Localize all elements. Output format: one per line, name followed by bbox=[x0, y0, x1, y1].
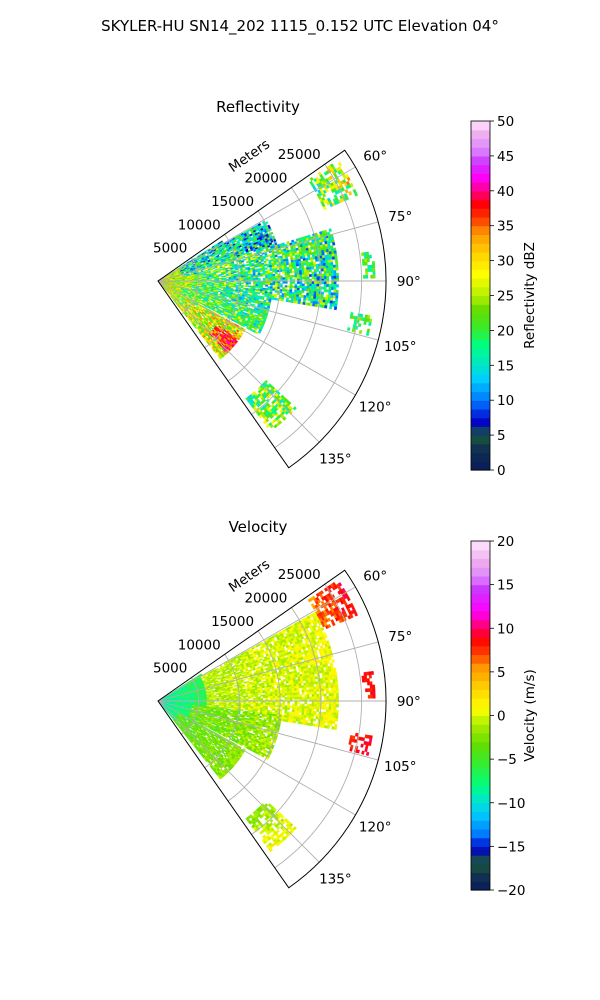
colorbar-tick-label: 40 bbox=[497, 184, 514, 200]
azimuth-tick-label: 90° bbox=[397, 694, 421, 710]
colorbar-tick-label: 15 bbox=[497, 358, 514, 374]
range-tick-label: 25000 bbox=[278, 147, 321, 163]
azimuth-tick-label: 105° bbox=[384, 759, 417, 775]
azimuth-tick-label: 90° bbox=[397, 274, 421, 290]
colorbar: 0 5 10 15 20 25 30 35 40 45 50 Reflectivity dBZ bbox=[470, 114, 538, 479]
range-tick-label: 15000 bbox=[211, 194, 254, 210]
colorbar-tick-label: −15 bbox=[497, 839, 526, 855]
range-tick-label: 10000 bbox=[178, 637, 221, 653]
range-tick-label: 25000 bbox=[278, 567, 321, 583]
echo-field bbox=[157, 581, 376, 853]
azimuth-tick-label: 75° bbox=[388, 629, 412, 645]
colorbar-tick-label: −5 bbox=[497, 752, 517, 768]
panel-reflectivity: Reflectivity500010000150002000025000Mete… bbox=[153, 98, 538, 479]
range-tick-label: 15000 bbox=[211, 614, 254, 630]
sector-frame bbox=[157, 569, 387, 889]
azimuth-tick-label: 75° bbox=[388, 209, 412, 225]
panels: Reflectivity500010000150002000025000Mete… bbox=[153, 98, 538, 899]
colorbar-tick-label: 50 bbox=[497, 114, 514, 130]
figure-title: SKYLER-HU SN14_202 1115_0.152 UTC Elevat… bbox=[101, 17, 499, 36]
colorbar-tick-label: 5 bbox=[497, 428, 506, 444]
colorbar-tick-label: 5 bbox=[497, 665, 506, 681]
colorbar-tick-label: −20 bbox=[497, 883, 526, 899]
azimuth-tick-label: 120° bbox=[359, 819, 392, 835]
range-tick-label: 5000 bbox=[153, 241, 187, 257]
panel-title: Reflectivity bbox=[216, 98, 300, 116]
echo-field bbox=[157, 162, 376, 429]
colorbar-tick-label: 30 bbox=[497, 254, 514, 270]
azimuth-tick-label: 135° bbox=[319, 451, 352, 467]
range-tick-label: 20000 bbox=[244, 171, 287, 187]
azimuth-tick-label: 105° bbox=[384, 339, 417, 355]
colorbar-tick-label: 45 bbox=[497, 149, 514, 165]
colorbar-tick-label: 25 bbox=[497, 289, 514, 305]
colorbar-tick-label: 35 bbox=[497, 219, 514, 235]
azimuth-tick-label: 60° bbox=[363, 149, 387, 165]
colorbar-tick-label: 10 bbox=[497, 393, 514, 409]
colorbar-tick-label: 20 bbox=[497, 534, 514, 550]
colorbar-label: Reflectivity dBZ bbox=[522, 242, 538, 349]
colorbar-label: Velocity (m/s) bbox=[522, 669, 538, 762]
sector-frame bbox=[157, 149, 387, 469]
colorbar: −20 −15 −10 −5 0 5 10 15 20 Velocity (m/s) bbox=[470, 534, 538, 899]
colorbar-tick-label: 15 bbox=[497, 578, 514, 594]
azimuth-tick-label: 60° bbox=[363, 569, 387, 585]
range-tick-label: 5000 bbox=[153, 661, 187, 677]
panel-title: Velocity bbox=[229, 518, 288, 536]
colorbar-tick-label: 0 bbox=[497, 709, 506, 725]
colorbar-tick-label: −10 bbox=[497, 796, 526, 812]
range-tick-label: 10000 bbox=[178, 217, 221, 233]
colorbar-tick-label: 10 bbox=[497, 621, 514, 637]
colorbar-tick-label: 0 bbox=[497, 463, 506, 479]
colorbar-tick-label: 20 bbox=[497, 323, 514, 339]
range-tick-label: 20000 bbox=[244, 591, 287, 607]
polar-grid bbox=[157, 163, 386, 449]
polar-grid bbox=[157, 583, 386, 869]
azimuth-tick-label: 120° bbox=[359, 399, 392, 415]
azimuth-tick-label: 135° bbox=[319, 871, 352, 887]
